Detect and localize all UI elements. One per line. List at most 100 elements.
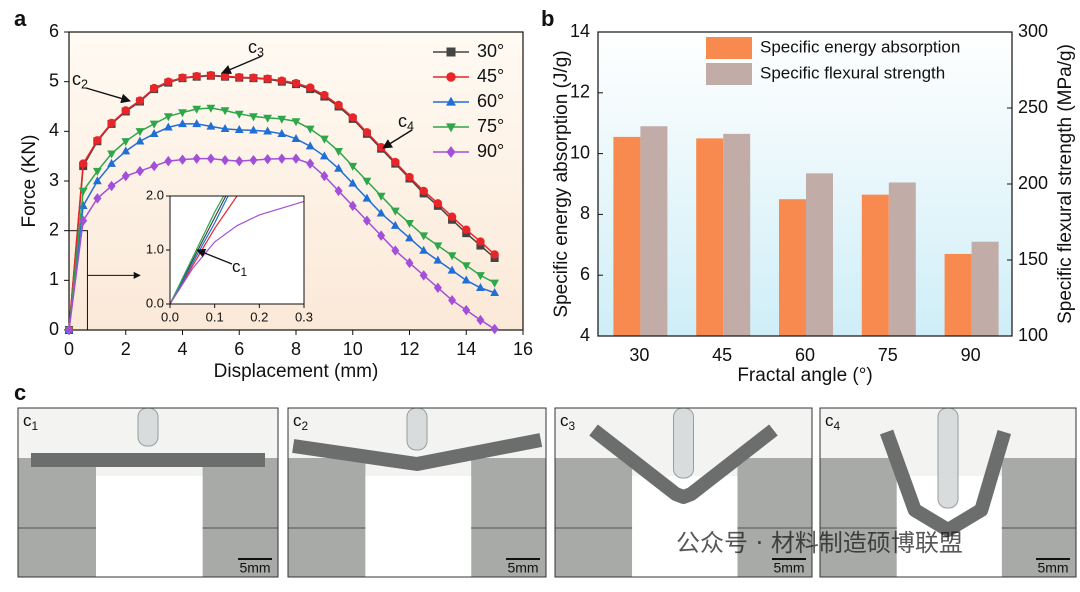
marker [490, 287, 500, 296]
x-tick-label: 14 [456, 339, 476, 359]
y-tick-label: 0 [49, 319, 59, 339]
marker [292, 153, 300, 164]
label: c [293, 411, 302, 430]
legend-label: 90° [477, 141, 504, 161]
legend-label: 75° [477, 116, 504, 136]
support-right [737, 458, 812, 577]
y-tick-label: 4 [49, 120, 59, 140]
marker [305, 141, 315, 150]
marker [235, 155, 244, 167]
photo-label: c3 [560, 411, 576, 433]
subscript: 2 [81, 78, 88, 92]
label: c [248, 37, 257, 57]
specimen [589, 424, 778, 504]
inset-line [169, 200, 305, 305]
y-tick-label: 3 [49, 170, 59, 190]
marker [78, 159, 88, 168]
y2-tick-label: 250 [1018, 97, 1048, 117]
x-tick-label: 90 [961, 345, 981, 365]
marker [362, 215, 371, 226]
marker [206, 153, 215, 164]
scale-label: 5mm [507, 560, 538, 576]
marker [263, 74, 272, 83]
annotation: c3 [248, 37, 264, 60]
scale-label: 5mm [239, 560, 270, 576]
marker [490, 250, 499, 259]
marker [121, 106, 130, 115]
panel-label: a [14, 6, 27, 31]
label: c [825, 411, 834, 430]
inset-line [169, 195, 238, 305]
inset-annotation-arrow [196, 248, 233, 265]
marker [234, 125, 244, 134]
indenter [673, 407, 694, 479]
x-tick-label: 16 [513, 339, 533, 359]
bar [779, 199, 806, 336]
y-tick-label: 14 [570, 21, 590, 41]
marker [78, 187, 88, 196]
marker [348, 113, 357, 122]
photo-frame [17, 407, 279, 578]
photo: c4 5mm [819, 407, 1077, 578]
marker [121, 146, 131, 155]
marker [334, 148, 343, 156]
x-tick-label: 30 [629, 345, 649, 365]
marker [234, 110, 244, 119]
marker [220, 124, 230, 133]
support-right [1001, 458, 1076, 577]
marker [334, 185, 343, 197]
bar [806, 173, 833, 336]
marker [164, 77, 173, 86]
marker [121, 138, 131, 147]
marker [135, 165, 144, 177]
scale-label: 5mm [773, 560, 804, 576]
marker [65, 324, 73, 336]
legend-marker [446, 96, 456, 106]
marker [149, 120, 159, 129]
annotation-arrow [382, 129, 413, 149]
marker [277, 115, 287, 124]
marker [263, 153, 272, 165]
marker [490, 323, 499, 335]
marker [334, 163, 343, 172]
legend-marker [446, 146, 456, 158]
bar [861, 194, 889, 336]
y-tick-label: 10 [570, 142, 590, 162]
marker [476, 272, 485, 281]
plot-frame [68, 31, 524, 331]
marker [79, 215, 88, 226]
bar [640, 126, 668, 337]
inset-y-tick-label: 2.0 [146, 187, 164, 202]
annotation-arrow [221, 55, 263, 75]
label: c [398, 111, 407, 131]
marker [93, 136, 102, 145]
legend-label: Specific flexural strength [760, 63, 945, 82]
marker [107, 158, 116, 167]
inset-x-tick-label: 0.1 [206, 309, 224, 324]
inset-y-tick-label: 0.0 [146, 295, 164, 310]
inset-x-tick-label: 0.0 [161, 309, 179, 324]
y-tick-label: 6 [49, 21, 59, 41]
marker [319, 151, 329, 160]
marker [93, 193, 102, 204]
marker [277, 129, 287, 138]
photo: c2 5mm [287, 407, 547, 578]
marker [206, 121, 216, 130]
marker [362, 177, 372, 186]
x-tick-label: 45 [712, 345, 732, 365]
marker [164, 155, 173, 167]
marker [291, 133, 301, 142]
y2-tick-label: 300 [1018, 21, 1048, 41]
marker [405, 172, 414, 182]
marker [476, 314, 485, 326]
marker [149, 83, 159, 93]
marker [249, 73, 258, 82]
annotation: c2 [72, 69, 88, 92]
x-tick-label: 0 [64, 339, 74, 359]
marker [92, 176, 102, 185]
inset-line [169, 195, 225, 305]
marker [462, 225, 471, 234]
marker [376, 192, 386, 201]
legend-label: Specific energy absorption [760, 37, 960, 56]
